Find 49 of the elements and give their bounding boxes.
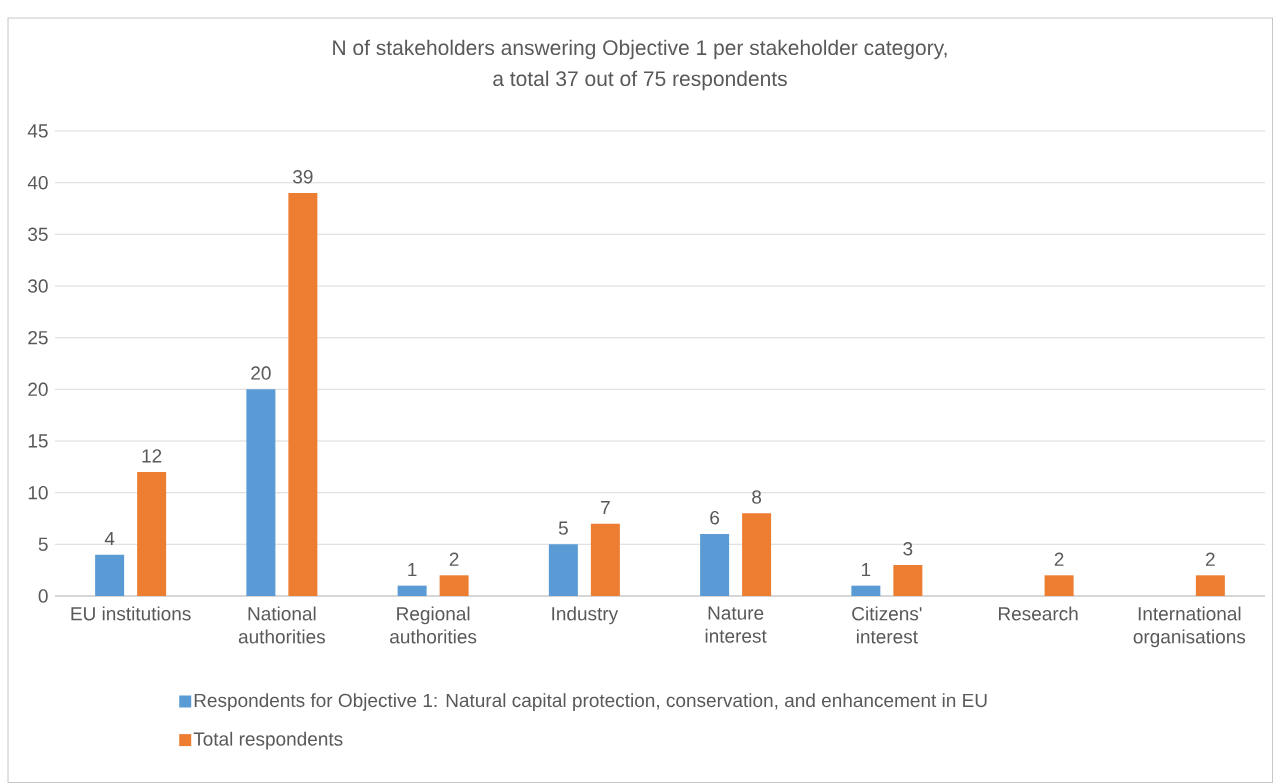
bar	[137, 471, 167, 596]
bar	[1044, 575, 1074, 596]
x-tick-label: Research	[999, 606, 1078, 621]
data-label: 3	[903, 542, 913, 556]
data-label: 2	[449, 552, 459, 566]
x-tick-label: Industry	[552, 606, 619, 625]
x-tick-label: EU institutions	[71, 606, 191, 621]
bar	[439, 575, 469, 596]
data-label: 7	[601, 501, 610, 515]
bar	[590, 523, 620, 596]
data-label: 1	[862, 563, 871, 577]
y-tick-label: 15	[28, 434, 48, 448]
y-tick-label: 40	[27, 175, 48, 190]
y-tick-label: 45	[27, 124, 48, 138]
data-label: 2	[1054, 552, 1064, 566]
y-tick-label: 35	[28, 227, 48, 242]
x-tick-label: National authorities	[238, 606, 326, 644]
bar	[548, 544, 578, 596]
data-label: 8	[752, 490, 762, 504]
data-label: 39	[293, 170, 313, 184]
bar	[397, 585, 427, 596]
y-tick-label: 5	[38, 537, 48, 551]
bar	[1195, 575, 1225, 596]
data-label: 20	[251, 366, 271, 380]
bar	[246, 389, 276, 596]
data-label: 12	[142, 449, 162, 463]
y-tick-label: 10	[28, 485, 48, 500]
bar	[742, 513, 772, 596]
legend-label: Respondents for Objective 1: Natural capital protection, conservation, and enhancement in EU	[194, 693, 987, 711]
x-tick-label: International organisations	[1133, 606, 1246, 648]
bar	[893, 564, 923, 596]
bar	[95, 554, 125, 596]
bar	[851, 585, 881, 596]
x-tick-label: Nature interest	[705, 606, 767, 643]
data-label: 6	[710, 511, 720, 525]
chart-title: N of stakeholders answering Objective 1 per stakeholder category, a total 37 out of 75 respondents	[333, 39, 947, 91]
bar	[700, 533, 730, 596]
legend-label: Total respondents	[193, 731, 343, 750]
y-tick-label: 25	[28, 330, 48, 345]
y-tick-label: 20	[28, 382, 48, 397]
data-label: 2	[1206, 552, 1215, 566]
data-label: 1	[408, 563, 417, 577]
data-label: 5	[558, 521, 568, 535]
y-tick-label: 0	[38, 589, 48, 603]
bar	[288, 192, 318, 596]
x-tick-label: Citizens' interest	[852, 606, 922, 644]
x-tick-label: Regional authorities	[390, 606, 477, 644]
data-label: 4	[104, 532, 115, 546]
y-tick-label: 30	[28, 279, 48, 293]
